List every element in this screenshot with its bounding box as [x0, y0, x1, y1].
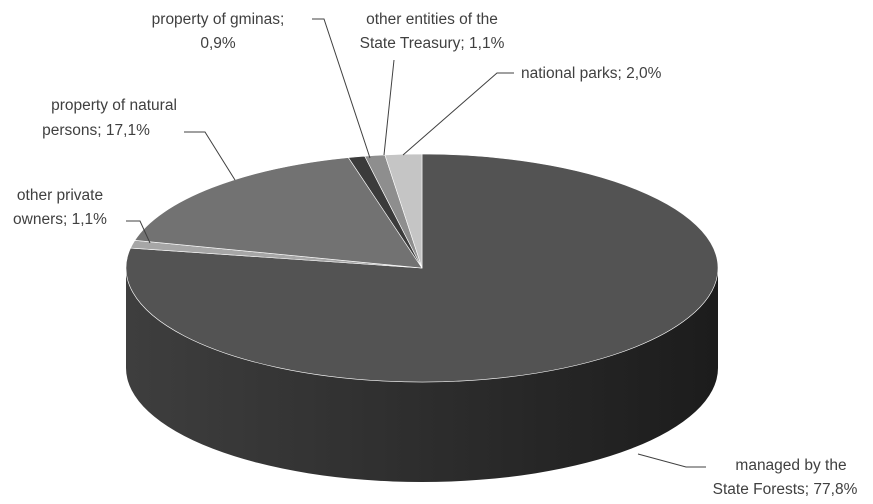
slice-label: persons; 17,1% [42, 122, 150, 139]
leader-line-property-of-natural-persons-17-1 [184, 131, 236, 181]
pie-top-layer [125, 153, 719, 383]
leader-line-other-private-owners-1-1 [126, 220, 151, 244]
pie-side-layer [126, 268, 718, 482]
slice-label: managed by the [735, 457, 846, 474]
leader-line-managed-by-the-state-forests-77-8 [637, 453, 706, 468]
pie-slice-property-of-natural-persons-17-1 [134, 157, 423, 269]
pie-side-wall [126, 268, 718, 482]
slice-label: national parks; 2,0% [521, 65, 662, 82]
leader-line-property-of-gminas-0-9 [312, 18, 371, 159]
slice-label: property of gminas; [152, 11, 285, 28]
slice-label: State Forests; 77,8% [713, 481, 858, 498]
slice-labels: managed by the State Forests; 77,8% other … [13, 11, 858, 498]
slice-label: property of natural [51, 97, 177, 114]
slice-label: owners; 1,1% [13, 211, 107, 228]
leader-line-national-parks-2-0 [402, 72, 514, 156]
slice-label: State Treasury; 1,1% [360, 35, 505, 52]
slice-label: other private [17, 187, 103, 204]
slice-label: other entities of the [366, 11, 498, 28]
leader-line-other-entities-of-the-state-treasury-1-1 [383, 59, 395, 156]
slice-label: 0,9% [200, 35, 236, 52]
label-leaders [126, 18, 706, 468]
